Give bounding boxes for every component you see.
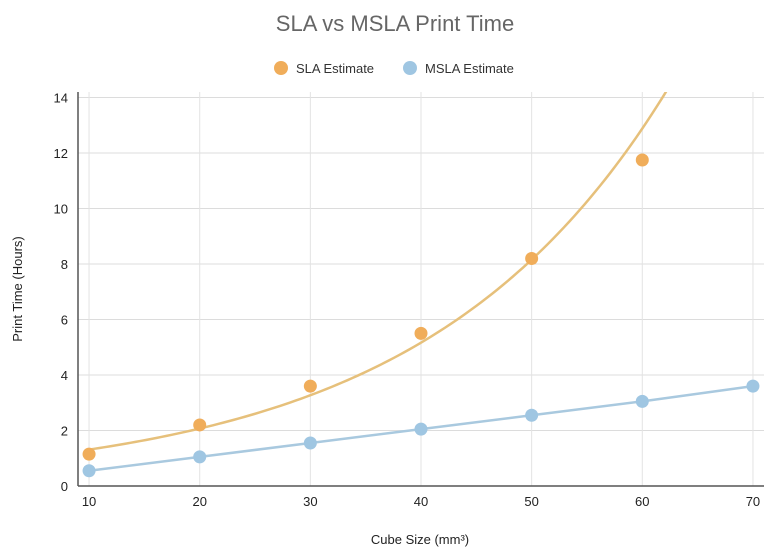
y-tick-label: 0 <box>61 479 68 494</box>
data-point-series-1 <box>193 450 207 464</box>
x-tick-labels: 10 20 30 40 50 60 70 <box>82 494 760 509</box>
legend-label-msla: MSLA Estimate <box>425 61 514 76</box>
y-axis-title: Print Time (Hours) <box>10 236 25 341</box>
x-tick-label: 50 <box>524 494 538 509</box>
data-point-series-1 <box>414 422 428 436</box>
chart-title: SLA vs MSLA Print Time <box>276 11 514 36</box>
data-point-series-1 <box>525 408 539 422</box>
x-tick-label: 70 <box>746 494 760 509</box>
x-tick-label: 30 <box>303 494 317 509</box>
data-point-series-0 <box>193 418 207 432</box>
x-tick-label: 10 <box>82 494 96 509</box>
legend: SLA Estimate MSLA Estimate <box>274 61 514 76</box>
data-point-series-1 <box>635 394 649 408</box>
data-point-series-0 <box>525 251 539 265</box>
series-line-0 <box>88 92 668 451</box>
series-points <box>82 153 760 478</box>
y-tick-label: 8 <box>61 257 68 272</box>
data-point-series-0 <box>82 447 96 461</box>
grid <box>78 92 764 486</box>
x-axis-title: Cube Size (mm³) <box>371 532 469 547</box>
y-tick-labels: 0 2 4 6 8 10 12 14 <box>54 91 68 494</box>
x-tick-label: 20 <box>192 494 206 509</box>
x-tick-label: 40 <box>414 494 428 509</box>
legend-marker-sla <box>274 61 288 75</box>
y-tick-label: 6 <box>61 313 68 328</box>
y-tick-label: 4 <box>61 368 68 383</box>
y-tick-label: 14 <box>54 91 68 106</box>
legend-marker-msla <box>403 61 417 75</box>
y-tick-label: 10 <box>54 202 68 217</box>
legend-label-sla: SLA Estimate <box>296 61 374 76</box>
x-tick-label: 60 <box>635 494 649 509</box>
y-tick-label: 12 <box>54 146 68 161</box>
data-point-series-0 <box>414 326 428 340</box>
data-point-series-1 <box>82 464 96 478</box>
data-point-series-1 <box>746 379 760 393</box>
data-point-series-0 <box>635 153 649 167</box>
y-tick-label: 2 <box>61 424 68 439</box>
data-point-series-1 <box>303 436 317 450</box>
axes <box>77 92 764 487</box>
data-point-series-0 <box>303 379 317 393</box>
